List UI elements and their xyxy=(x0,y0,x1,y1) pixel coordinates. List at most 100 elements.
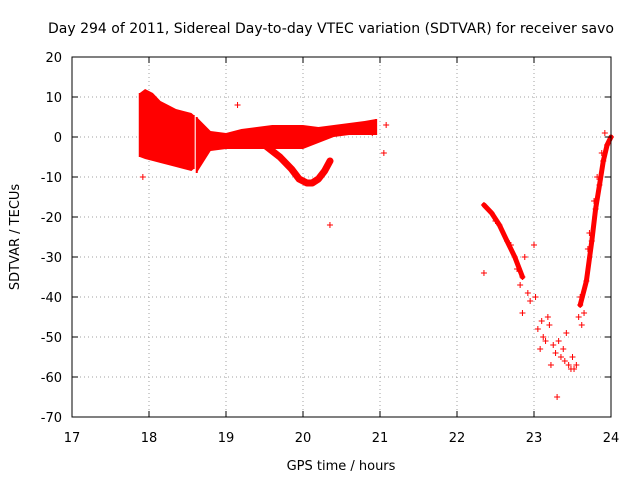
data-point xyxy=(583,278,590,284)
data-point xyxy=(552,350,559,356)
series-band xyxy=(139,89,194,171)
tick-labels: 17 18 19 20 21 22 23 24 20 10 0 -10 -20 -30 -40 -50 -60 -… xyxy=(41,51,620,446)
data-point xyxy=(578,322,585,328)
data-point xyxy=(550,342,557,348)
data-point xyxy=(139,174,146,180)
y-tick-label: -10 xyxy=(41,171,62,186)
data-point xyxy=(507,242,514,248)
data-point xyxy=(546,322,553,328)
x-tick-label: 21 xyxy=(372,431,389,446)
data-point xyxy=(557,354,564,360)
data-point xyxy=(600,158,607,164)
data-point xyxy=(521,254,528,260)
y-tick-label: -20 xyxy=(41,211,62,226)
data-point xyxy=(586,230,593,236)
data-point xyxy=(534,326,541,332)
data-point xyxy=(596,182,603,188)
tick-marks xyxy=(71,56,612,418)
data-point xyxy=(504,238,511,244)
y-tick-label: 10 xyxy=(45,91,62,106)
data-point xyxy=(575,314,582,320)
data-point xyxy=(592,206,599,212)
data-point xyxy=(261,142,268,148)
x-tick-label: 22 xyxy=(449,431,466,446)
data-point xyxy=(488,210,495,216)
data-point xyxy=(538,318,545,324)
data-point xyxy=(234,102,241,108)
data-point xyxy=(321,168,328,174)
data-point xyxy=(554,394,561,400)
data-point xyxy=(517,282,524,288)
x-tick-label: 24 xyxy=(603,431,620,446)
x-tick-label: 23 xyxy=(526,431,543,446)
x-tick-label: 17 xyxy=(64,431,81,446)
data-point xyxy=(288,166,295,172)
series-curve xyxy=(245,137,334,187)
x-tick-label: 18 xyxy=(141,431,158,446)
x-axis-label: GPS time / hours xyxy=(287,459,396,474)
y-tick-label: 20 xyxy=(45,51,62,66)
data-point xyxy=(315,176,322,182)
data-point xyxy=(565,362,572,368)
data-point xyxy=(531,242,537,248)
data-point xyxy=(561,358,568,364)
data-point xyxy=(496,222,503,228)
data-point xyxy=(569,354,576,360)
chart-title: Day 294 of 2011, Sidereal Day-to-day VTE… xyxy=(48,21,614,37)
data-point xyxy=(547,362,554,368)
data-point xyxy=(303,180,310,186)
series-curve xyxy=(577,134,614,308)
data-point xyxy=(480,202,487,208)
data-point xyxy=(571,366,578,372)
y-tick-label: -30 xyxy=(41,251,62,266)
data-point xyxy=(555,338,562,344)
series-curve xyxy=(481,202,525,280)
data-point xyxy=(544,314,551,320)
data-point xyxy=(577,294,584,300)
data-point xyxy=(601,130,608,136)
data-point xyxy=(492,218,499,224)
data-point xyxy=(604,142,611,148)
data-point xyxy=(532,294,539,300)
data-point xyxy=(380,150,387,156)
grid xyxy=(72,57,611,417)
data-point xyxy=(326,158,333,164)
x-tick-label: 20 xyxy=(295,431,312,446)
data-point xyxy=(594,174,601,180)
data-point xyxy=(296,176,303,182)
data-point xyxy=(276,154,283,160)
data-point xyxy=(369,130,376,136)
data-point xyxy=(584,246,591,252)
data-point xyxy=(598,150,605,156)
data-point xyxy=(537,346,544,352)
data-point xyxy=(524,290,531,296)
data-point xyxy=(514,266,521,272)
data-point xyxy=(480,270,487,276)
data-point xyxy=(519,310,526,316)
data-point xyxy=(560,346,567,352)
data-point xyxy=(540,334,547,340)
y-tick-label: -60 xyxy=(41,371,62,386)
data-point xyxy=(542,338,549,344)
data-point xyxy=(588,238,595,244)
data-point xyxy=(511,254,518,260)
y-tick-label: -40 xyxy=(41,291,62,306)
data-point xyxy=(573,362,580,368)
y-tick-label: -50 xyxy=(41,331,62,346)
plot-frame xyxy=(71,56,612,418)
y-tick-label: 0 xyxy=(54,131,62,146)
data-point xyxy=(527,298,534,304)
data-point xyxy=(326,222,333,228)
data-point xyxy=(309,180,316,186)
series-band xyxy=(196,117,377,173)
x-tick-label: 19 xyxy=(218,431,235,446)
data-point xyxy=(591,198,598,204)
data-point xyxy=(563,330,570,336)
data-layer xyxy=(138,89,614,400)
y-axis-label: SDTVAR / TECUs xyxy=(8,184,23,291)
data-point xyxy=(519,274,526,280)
y-tick-label: -70 xyxy=(41,411,62,426)
data-point xyxy=(577,302,584,308)
data-point xyxy=(383,122,390,128)
